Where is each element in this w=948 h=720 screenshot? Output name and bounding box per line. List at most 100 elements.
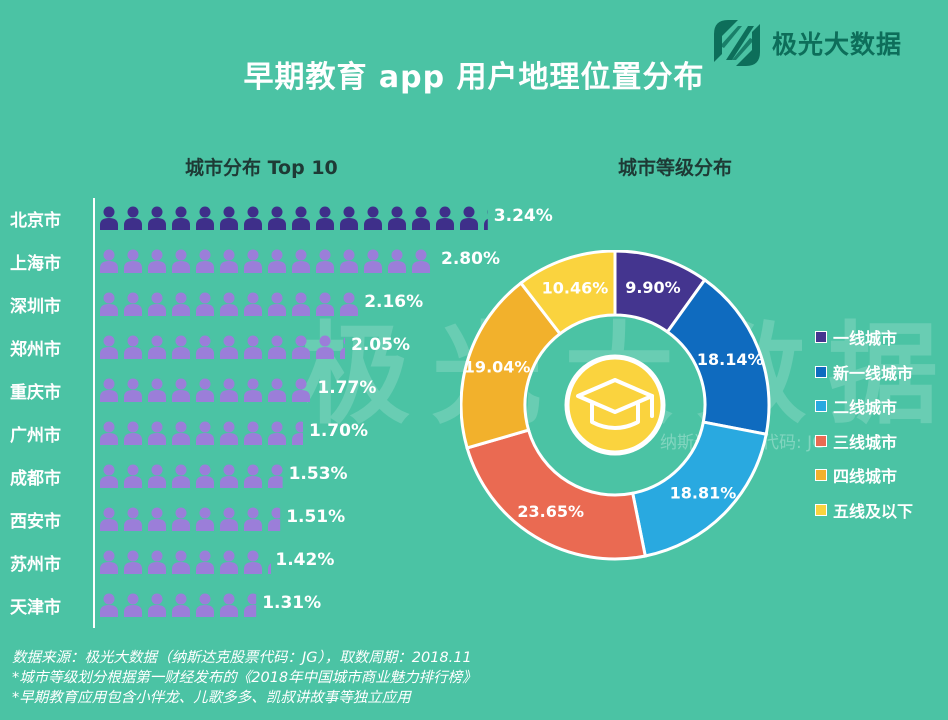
city-value-label: 1.77% (317, 378, 377, 398)
donut-center (564, 354, 666, 456)
person-icon (196, 550, 214, 574)
city-value-label: 1.53% (288, 464, 348, 484)
person-icon (220, 464, 238, 488)
person-icon (148, 378, 166, 402)
page-title: 早期教育 app 用户地理位置分布 (243, 60, 705, 95)
person-icon (388, 206, 406, 230)
city-value-label: 3.24% (493, 206, 553, 226)
person-icon (148, 507, 166, 531)
person-icon (412, 249, 430, 273)
tier-chart-title: 城市等级分布 (618, 157, 733, 179)
city-bar (100, 507, 281, 531)
person-icon (172, 249, 190, 273)
person-icon (172, 335, 190, 359)
person-icon (196, 464, 214, 488)
jiguang-logo-icon (714, 20, 760, 66)
person-icon (244, 507, 262, 531)
person-icon (196, 507, 214, 531)
person-icon (268, 421, 286, 445)
person-icon (244, 335, 262, 359)
person-icon (148, 464, 166, 488)
legend-item: 新一线城市 (815, 355, 913, 390)
legend-swatch (815, 434, 827, 447)
city-bar (100, 206, 488, 230)
city-label: 重庆市 (10, 383, 61, 403)
person-icon (100, 507, 118, 531)
person-icon (220, 550, 238, 574)
person-icon (124, 206, 142, 230)
city-label: 天津市 (10, 598, 61, 618)
person-icon (148, 335, 166, 359)
person-icon (364, 206, 382, 230)
city-label: 广州市 (10, 426, 61, 446)
person-icon (196, 206, 214, 230)
donut-value-label: 18.81% (670, 483, 737, 502)
person-icon (244, 421, 262, 445)
person-icon (124, 378, 142, 402)
person-icon (268, 507, 281, 531)
person-icon (100, 335, 118, 359)
person-icon (292, 249, 310, 273)
person-icon (196, 378, 214, 402)
brand-name: 极光大数据 (772, 30, 903, 59)
person-icon (268, 378, 286, 402)
person-icon (124, 464, 142, 488)
city-bar (100, 421, 303, 445)
donut-value-label: 18.14% (697, 350, 764, 369)
person-icon (484, 210, 488, 230)
city-value-label: 2.16% (364, 292, 424, 312)
tier-legend: 一线城市 新一线城市 二线城市 三线城市 四线城市 五线及以下 (815, 320, 913, 527)
graduation-cap-icon (576, 378, 654, 430)
city-bar (100, 378, 310, 402)
person-icon (196, 421, 214, 445)
city-value-label: 2.05% (351, 335, 410, 355)
person-icon (124, 249, 142, 273)
legend-swatch (815, 400, 827, 413)
person-icon (316, 249, 334, 273)
person-icon (148, 550, 166, 574)
legend-item: 四线城市 (815, 458, 913, 493)
tier-donut-chart: 9.90% 18.14% 18.81% 23.65% 19.04% 10.46% (460, 250, 771, 561)
city-value-label: 1.51% (286, 507, 346, 527)
city-label: 西安市 (10, 512, 61, 532)
legend-swatch (815, 469, 827, 482)
donut-slice (518, 250, 617, 336)
city-bar (100, 550, 271, 574)
city-bar (100, 249, 430, 273)
person-icon (292, 378, 310, 402)
person-icon (124, 593, 142, 617)
person-icon (124, 335, 142, 359)
person-icon (172, 378, 190, 402)
person-icon (436, 206, 454, 230)
city-value-label: 1.42% (275, 550, 335, 570)
person-icon (172, 292, 190, 316)
footer-note-2: *早期教育应用包含小伴龙、儿歌多多、凯叔讲故事等独立应用 (12, 690, 411, 706)
brand-logo: 极光大数据 (708, 14, 902, 72)
donut-value-label: 9.90% (625, 278, 681, 297)
person-icon (244, 378, 262, 402)
city-label: 郑州市 (10, 340, 61, 360)
city-bar (100, 464, 283, 488)
person-icon (268, 464, 283, 488)
person-icon (100, 421, 118, 445)
person-icon (340, 337, 345, 359)
person-icon (268, 292, 286, 316)
person-icon (340, 292, 358, 316)
city-label: 上海市 (10, 254, 61, 274)
legend-swatch (815, 331, 827, 344)
footer-note-1: *城市等级划分根据第一财经发布的《2018年中国城市商业魅力排行榜》 (12, 670, 477, 686)
city-bar (100, 335, 345, 359)
person-icon (148, 292, 166, 316)
person-icon (124, 292, 142, 316)
city-bar (100, 593, 257, 617)
person-icon (172, 593, 190, 617)
person-icon (460, 206, 478, 230)
city-chart-title: 城市分布 Top 10 (185, 157, 338, 179)
donut-value-label: 23.65% (517, 502, 584, 521)
legend-label: 新一线城市 (833, 363, 914, 383)
person-icon (220, 335, 238, 359)
person-icon (220, 378, 238, 402)
city-value-label: 1.31% (262, 593, 322, 613)
person-icon (124, 421, 142, 445)
city-value-label: 1.70% (309, 421, 368, 441)
